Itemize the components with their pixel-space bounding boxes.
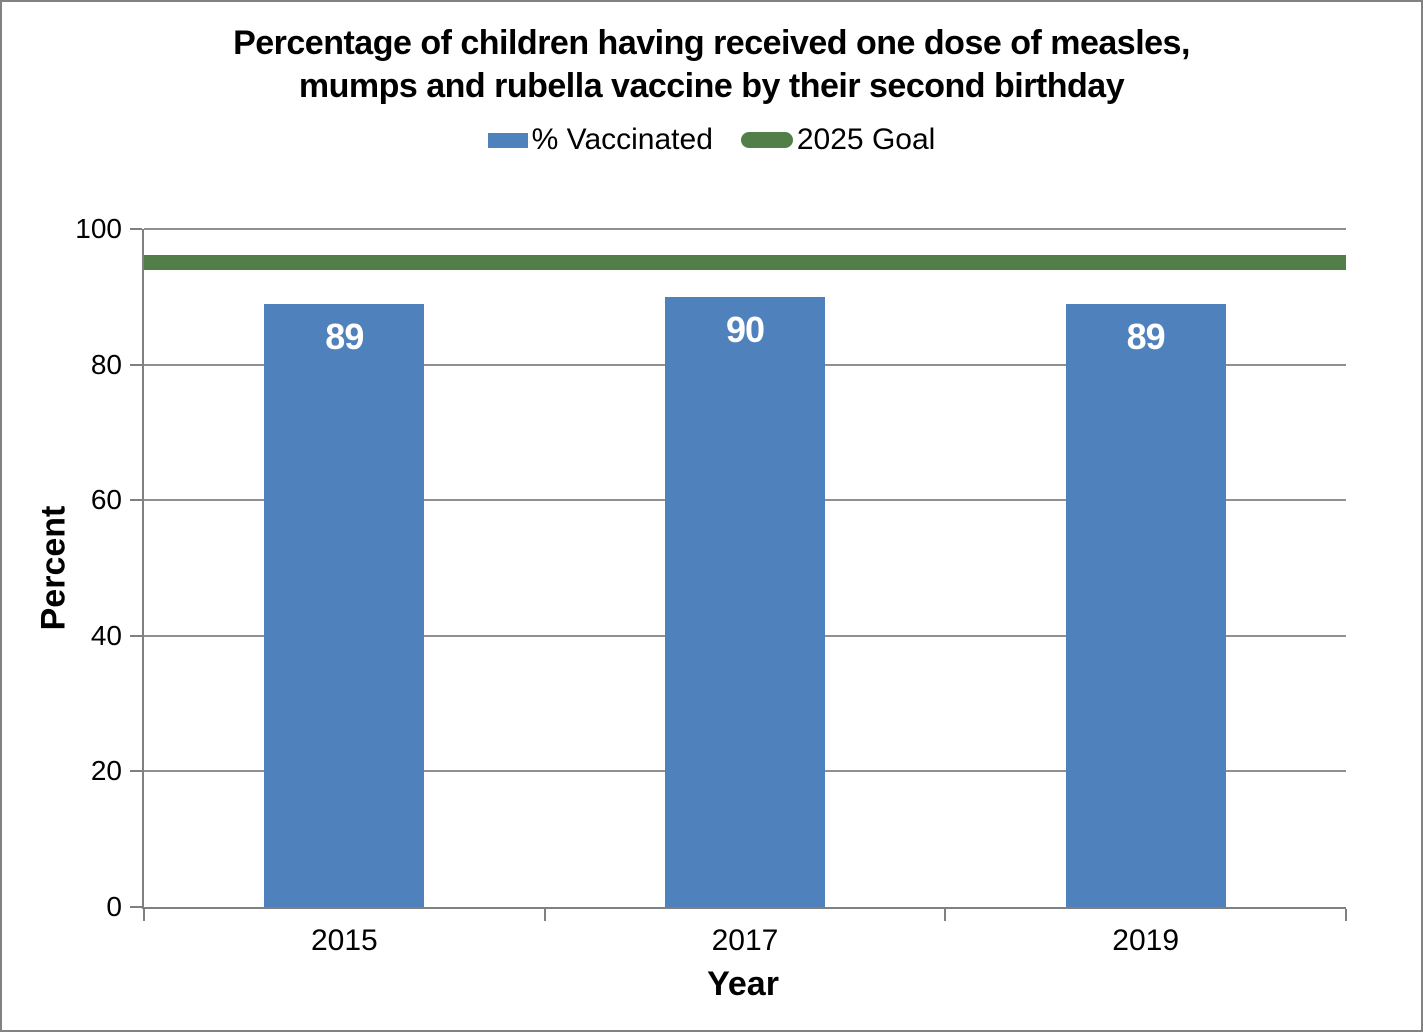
y-axis-title: Percent	[34, 505, 73, 631]
chart-title-line1: Percentage of children having received o…	[233, 24, 1190, 62]
x-tick-label-2019: 2019	[1112, 924, 1180, 957]
y-tick-100	[130, 228, 142, 230]
gridline-100	[144, 228, 1346, 230]
x-tick-3	[1345, 909, 1347, 921]
bar-value-label-2019: 89	[1126, 315, 1166, 357]
legend-item-vaccinated: % Vaccinated	[487, 123, 713, 157]
goal-line-2025	[144, 255, 1346, 271]
y-tick-20	[130, 770, 142, 773]
y-tick-label-20: 20	[90, 755, 122, 787]
bar-value-label-2015: 89	[325, 315, 364, 357]
x-tick-0	[143, 909, 145, 921]
goal-line-swatch-icon	[740, 132, 793, 148]
bar-2015: 89	[264, 303, 425, 907]
legend-item-goal: 2025 Goal	[740, 123, 936, 157]
chart-title-line2: mumps and rubella vaccine by their secon…	[298, 67, 1125, 105]
y-tick-80	[130, 363, 142, 366]
y-tick-label-60: 60	[90, 484, 122, 516]
bar-2019: 89	[1065, 303, 1226, 907]
bar-2017: 90	[665, 296, 825, 907]
legend-label-vaccinated: % Vaccinated	[531, 123, 713, 156]
y-tick-60	[130, 499, 142, 502]
chart-title: Percentage of children having received o…	[2, 22, 1421, 108]
y-tick-label-80: 80	[90, 348, 122, 380]
bar-value-label-2017: 90	[725, 308, 765, 350]
x-tick-label-2015: 2015	[310, 924, 378, 957]
legend-label-goal: 2025 Goal	[796, 123, 936, 156]
y-tick-40	[130, 634, 142, 637]
y-tick-label-40: 40	[90, 619, 122, 651]
y-tick-label-100: 100	[75, 213, 122, 244]
y-tick-0	[130, 906, 142, 908]
y-tick-label-0: 0	[106, 891, 122, 922]
x-tick-1	[543, 909, 546, 921]
plot-area: 0 20 40 60 80 100 89 2015 90 2017 89 2019	[75, 213, 1347, 957]
x-axis-title: Year	[707, 965, 779, 1003]
x-tick-2	[944, 909, 947, 921]
x-tick-label-2017: 2017	[711, 924, 779, 957]
legend: % Vaccinated 2025 Goal	[2, 123, 1421, 157]
bar-swatch-icon	[487, 132, 528, 148]
